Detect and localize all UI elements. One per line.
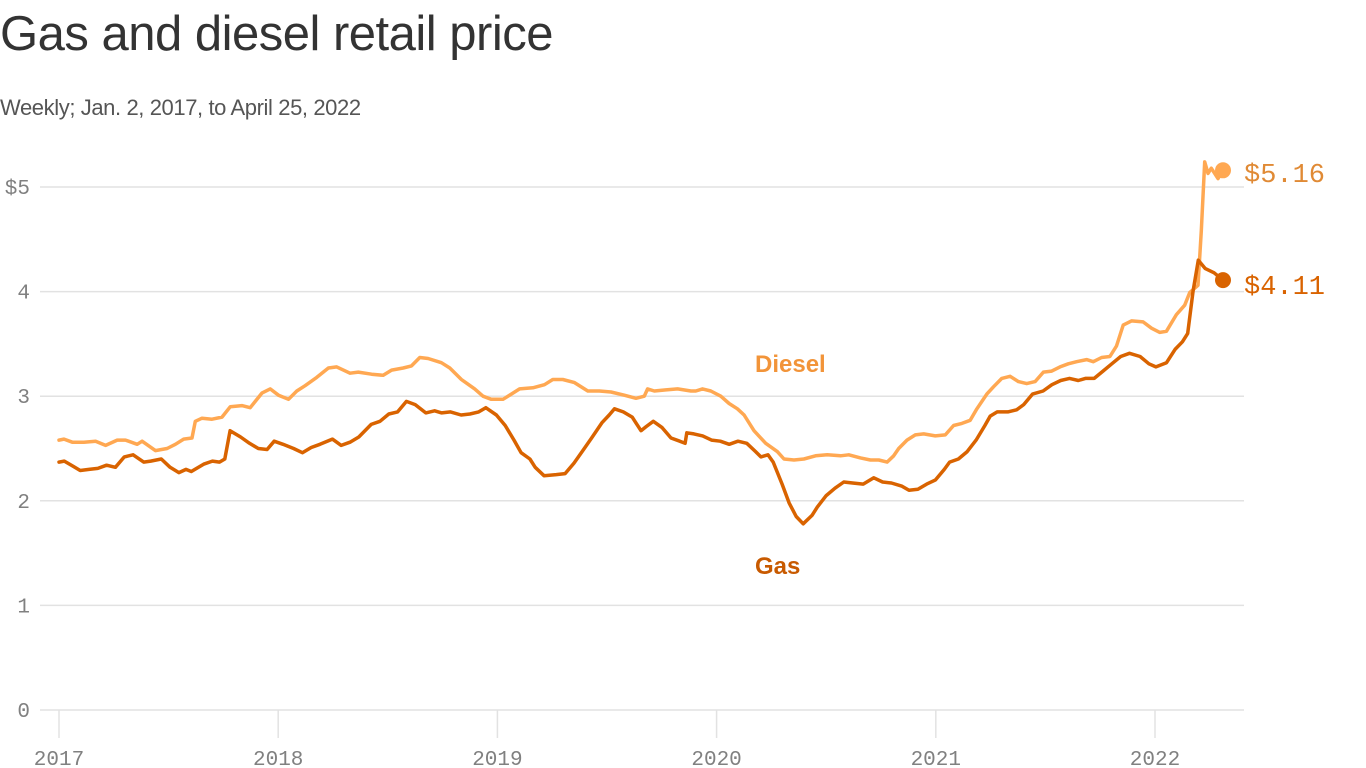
gas-end-marker: [1215, 272, 1231, 289]
gas-end-value: $4.11: [1244, 273, 1325, 303]
x-tick-label: 2017: [34, 749, 84, 768]
y-tick-label: 3: [17, 387, 30, 410]
x-axis: 2017 2018 2019 2020 2021 2022: [34, 710, 1180, 768]
y-tick-label: 2: [17, 492, 30, 515]
plot-lines: [57, 160, 1225, 526]
diesel-line: [57, 160, 1225, 464]
diesel-end-value: $5.16: [1244, 161, 1325, 191]
x-tick-label: 2018: [253, 749, 303, 768]
y-tick-label: $5: [5, 178, 30, 201]
y-axis: 0 1 2 3 4 $5: [5, 178, 30, 724]
gas-line: [57, 258, 1225, 526]
gridlines: [40, 186, 1244, 711]
y-tick-label: 0: [17, 701, 30, 724]
x-tick-label: 2020: [691, 749, 741, 768]
x-tick-label: 2021: [911, 749, 961, 768]
diesel-end-marker: [1215, 162, 1231, 179]
diesel-series-label: Diesel: [755, 351, 826, 378]
x-tick-label: 2022: [1130, 749, 1180, 768]
gas-series-label: Gas: [755, 553, 800, 580]
chart-subtitle: Weekly; Jan. 2, 2017, to April 25, 2022: [0, 95, 361, 120]
y-tick-label: 4: [17, 283, 30, 306]
y-tick-label: 1: [17, 596, 30, 619]
chart-title: Gas and diesel retail price: [0, 7, 554, 61]
x-tick-label: 2019: [472, 749, 522, 768]
